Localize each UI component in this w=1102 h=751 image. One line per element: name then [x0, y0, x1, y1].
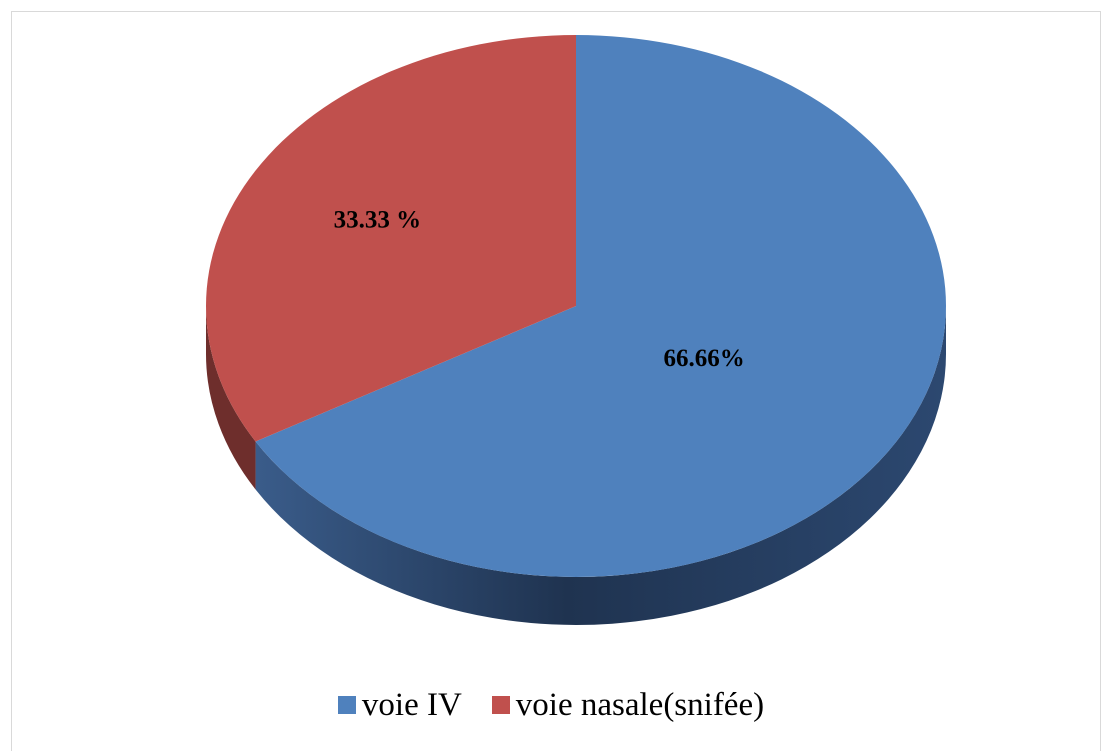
- legend-label-voie-nasale: voie nasale(snifée): [515, 686, 765, 723]
- legend-item-voie-iv: voie IV: [337, 686, 462, 724]
- pie-side-voie-nasale: [206, 306, 256, 490]
- legend: voie IV voie nasale(snifée): [0, 680, 1102, 730]
- pie-slice-voie-nasale: [206, 35, 576, 442]
- legend-item-voie-nasale: voie nasale(snifée): [491, 686, 765, 724]
- legend-label-voie-iv: voie IV: [361, 686, 462, 723]
- pie-top-group: [206, 35, 946, 577]
- pie-side-voie-iv: [255, 306, 946, 626]
- pie-chart: 66.66% 33.33 %: [206, 35, 946, 626]
- data-label-voie-iv: 66.66%: [664, 345, 745, 372]
- data-label-voie-nasale: 33.33 %: [334, 207, 422, 234]
- legend-swatch-voie-nasale: [491, 696, 510, 714]
- pie-labels-group: 66.66% 33.33 %: [334, 207, 745, 372]
- pie-side-group: [206, 306, 946, 626]
- chart-frame: [11, 11, 1101, 751]
- pie-slice-voie-iv: [255, 35, 946, 577]
- legend-swatch-voie-iv: [337, 696, 356, 714]
